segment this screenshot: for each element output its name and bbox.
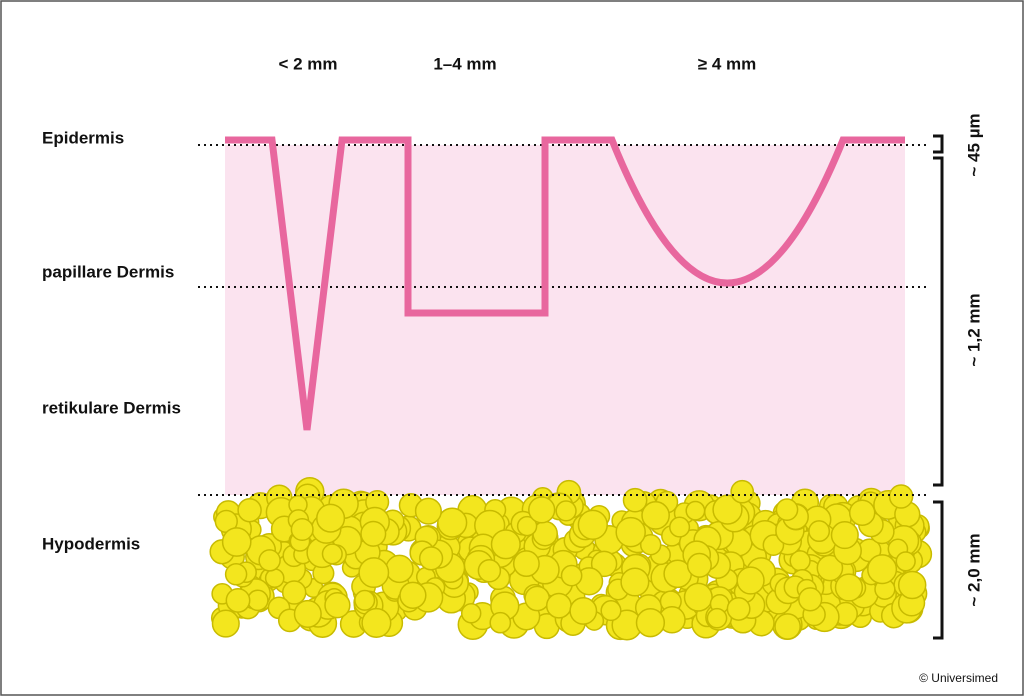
fat-cell [816, 554, 844, 582]
fat-cell [516, 515, 538, 537]
fat-cell [685, 500, 706, 521]
fat-cell [316, 503, 346, 533]
fat-cell [888, 484, 914, 509]
fat-cell [895, 551, 916, 572]
layer-label: Hypodermis [42, 534, 140, 553]
fat-cell [726, 596, 751, 621]
column-label: < 2 mm [278, 54, 337, 73]
excision-profile [225, 136, 905, 431]
fat-cell [577, 509, 608, 540]
fat-cell [730, 479, 755, 504]
fat-cell [615, 516, 646, 548]
fat-cell [545, 592, 572, 619]
layer-label: papillare Dermis [42, 262, 174, 281]
fat-cell [798, 587, 823, 612]
fat-cell [736, 566, 765, 595]
fat-cell [414, 497, 442, 525]
fat-cell [225, 587, 251, 613]
fat-cell [489, 611, 512, 634]
fat-cell [848, 499, 876, 526]
fat-cell [237, 497, 262, 523]
fat-cell [762, 534, 785, 556]
fat-cell [775, 498, 799, 521]
fat-cell [358, 557, 390, 589]
fat-cell [706, 607, 728, 629]
fat-cell [897, 570, 927, 600]
bracket [933, 156, 944, 487]
column-label: 1–4 mm [433, 54, 496, 73]
fat-cell [635, 608, 666, 638]
fat-cell [246, 589, 269, 612]
column-label: ≥ 4 mm [698, 54, 756, 73]
measurement: ~ 45 µm [964, 113, 983, 176]
fat-cell [590, 550, 618, 578]
fat-cell [258, 549, 281, 572]
fat-cell [774, 613, 801, 640]
fat-cell [830, 521, 859, 550]
fat-cell [221, 527, 252, 557]
layer-label: retikulare Dermis [42, 398, 181, 417]
fat-cell [361, 607, 392, 638]
fat-cell [512, 550, 540, 578]
fat-cell [354, 589, 376, 611]
fat-cell [281, 580, 307, 605]
fat-cell [224, 563, 248, 586]
dermis-area [225, 145, 905, 495]
layer-label: Epidermis [42, 128, 124, 147]
fat-cell [321, 543, 343, 565]
fat-cell [324, 592, 351, 619]
fat-cell [418, 546, 444, 571]
fat-cell [834, 573, 864, 602]
fat-cell [560, 564, 583, 587]
fat-cell [569, 596, 598, 625]
fat-cell [490, 529, 521, 560]
fat-cell [686, 552, 712, 578]
fat-cell [683, 582, 713, 612]
fat-cell [385, 554, 414, 584]
fat-cell [399, 581, 427, 609]
fat-cell [555, 500, 577, 522]
fat-cell [808, 520, 831, 543]
fat-cell [211, 609, 240, 638]
fat-cell [622, 487, 648, 513]
fat-cell [620, 567, 650, 597]
bracket [933, 134, 944, 154]
fat-cell [867, 554, 898, 585]
fat-cell [460, 603, 482, 624]
fat-cell [669, 516, 691, 538]
fat-cell [600, 600, 622, 622]
fat-cell [437, 507, 468, 538]
fat-cell [528, 496, 556, 524]
measurement: ~ 2,0 mm [964, 533, 983, 606]
fat-cell [293, 599, 322, 628]
fat-cell [524, 585, 551, 612]
bracket [933, 500, 944, 640]
fat-cell [639, 533, 662, 556]
fat-cell [477, 558, 502, 583]
fat-cell [641, 501, 670, 530]
hypodermis-cells [209, 476, 933, 641]
fat-cell [360, 520, 387, 547]
fat-cell [264, 568, 285, 588]
measurement: ~ 1,2 mm [964, 293, 983, 366]
fat-cell [290, 517, 314, 542]
copyright: © Universimed [919, 671, 998, 685]
